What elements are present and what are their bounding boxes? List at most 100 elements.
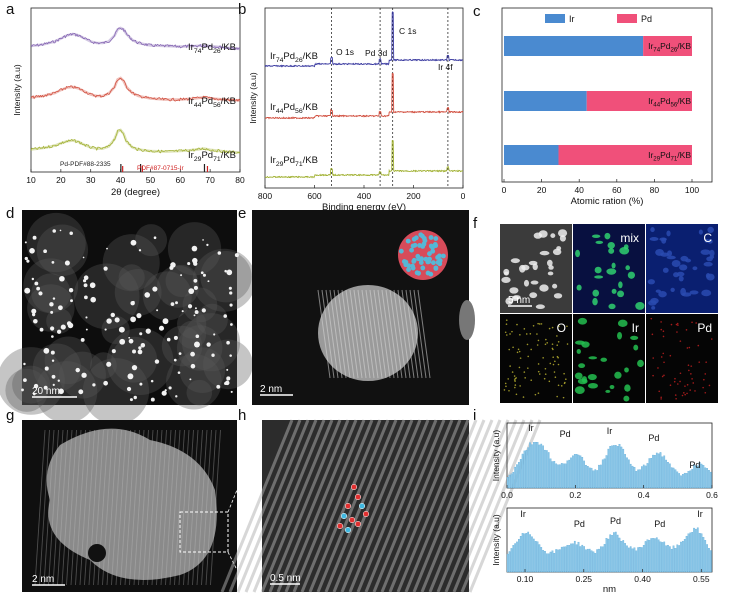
panel-f-o-signal xyxy=(516,351,519,354)
panel-i-top-chart-bar xyxy=(527,447,530,489)
panel-f-mix-signal xyxy=(576,284,582,291)
panel-c-xtick-label: 100 xyxy=(685,185,699,195)
panel-f-mix-signal xyxy=(592,297,598,306)
panel-d-support-blob xyxy=(192,248,256,312)
panel-i-bottom-chart-bar xyxy=(689,532,692,573)
panel-h-lattice-line xyxy=(452,419,526,593)
panel-d-particle xyxy=(84,295,88,300)
panel-e-model-atom xyxy=(426,259,432,265)
panel-d-particle xyxy=(139,332,143,336)
panel-d-particle xyxy=(131,364,138,371)
panel-i-top-chart: Ir Pd Ir Pd Pd 0.0 0.2 0.4 0.6 Intensity (a.u) xyxy=(491,422,718,500)
panel-i-bottom-chart-bar xyxy=(581,544,584,573)
panel-h-lattice-line xyxy=(332,419,406,593)
panel-d-particle xyxy=(188,288,195,295)
panel-f-ir-signal xyxy=(577,317,588,325)
panel-i-bottom-chart-bar xyxy=(648,540,651,573)
panel-d-particle xyxy=(51,359,55,362)
panel-d-particle xyxy=(43,385,48,390)
panel-f-o-background xyxy=(500,314,572,403)
panel-d-particle xyxy=(83,283,88,288)
panel-i-top-chart-bar xyxy=(538,444,541,489)
panel-g-lattice-line xyxy=(70,429,82,586)
panel-i-top-chart-annotation: Ir xyxy=(607,426,613,436)
panel-d-particle xyxy=(211,353,215,357)
panel-i-top-chart-bar xyxy=(635,471,638,489)
panel-i-top-chart-bar xyxy=(614,445,617,489)
panel-f-o-signal xyxy=(508,389,510,392)
panel-i-top-chart-bar xyxy=(603,458,606,489)
panel-f-pd-signal xyxy=(652,357,655,359)
panel-f-scale-label: 5 nm xyxy=(508,295,530,306)
panel-f-haadf-signal xyxy=(539,250,550,256)
panel-i-top-chart-ylabel: Intensity (a.u) xyxy=(491,430,501,482)
panel-a-xtick-label: 80 xyxy=(235,175,245,185)
panel-f-c-signal xyxy=(700,249,711,255)
panel-f-o-signal xyxy=(537,370,540,373)
panel-i-top-chart-bar xyxy=(696,465,699,489)
panel-f-o-signal xyxy=(542,357,544,359)
panel-i-bottom-chart-bar xyxy=(618,537,621,573)
panel-i-bottom-chart-bar xyxy=(706,544,708,573)
panel-e-lattice-line xyxy=(325,289,339,379)
panel-i-bottom-chart-bar xyxy=(611,534,613,573)
panel-i-bottom-chart-bar xyxy=(652,538,654,573)
panel-i-bottom-chart-bar xyxy=(601,546,604,573)
panel-i-bottom-chart-bar xyxy=(605,538,608,573)
panel-i-bottom-chart-bar xyxy=(702,537,705,573)
panel-f-pd-signal xyxy=(708,384,711,387)
panel-f-o-signal xyxy=(503,389,506,391)
panel-i-top-chart-bar xyxy=(609,446,612,489)
panel-f-o-signal xyxy=(551,343,554,345)
panel-i-top-chart-bar xyxy=(678,473,681,489)
panel-f-o-signal xyxy=(556,335,558,337)
formula-part: Pd xyxy=(660,150,671,160)
panel-h-lattice-line xyxy=(396,419,470,593)
panel-f-pd-signal xyxy=(686,383,689,386)
panel-f-o-signal xyxy=(527,355,529,358)
formula-subscript: 71 xyxy=(295,161,303,168)
panel-c-xtick-label: 80 xyxy=(650,185,660,195)
panel-d-particle xyxy=(150,379,154,383)
panel-f-pd-signal xyxy=(695,322,697,324)
panel-d-particle xyxy=(126,386,132,392)
panel-f-mix-signal xyxy=(604,232,611,240)
panel-f-haadf-signal xyxy=(501,276,511,284)
panel-d-support-blob xyxy=(12,365,51,404)
panel-d-support-blob xyxy=(102,234,160,292)
panel-i-bottom-chart-bar xyxy=(508,551,511,573)
panel-d-particle xyxy=(224,269,227,273)
panel-b-peak-label: C 1s xyxy=(399,26,416,36)
panel-f-o-signal xyxy=(513,375,516,377)
panel-g-lattice-line xyxy=(66,429,77,586)
panel-f-pd-signal xyxy=(684,393,686,396)
panel-i-top-chart-bar xyxy=(655,452,658,489)
panel-d-particle xyxy=(106,361,112,367)
panel-e-model-atom xyxy=(406,263,412,269)
panel-f-pd-signal xyxy=(663,361,665,364)
panel-i-top-chart-bar xyxy=(573,454,576,489)
panel-f-pd-signal xyxy=(690,365,693,367)
panel-f-o-signal xyxy=(537,363,540,365)
panel-f-haadf-signal xyxy=(546,259,553,267)
panel-i-bottom-chart-bar xyxy=(613,532,615,573)
panel-i-top-chart-bar xyxy=(702,465,705,489)
panel-i-top-chart-bar xyxy=(600,464,602,489)
panel-e-lattice-line xyxy=(369,289,383,379)
panel-g-lattice-line xyxy=(52,429,64,586)
panel-f-o-signal xyxy=(551,347,554,350)
panel-d-particle xyxy=(201,308,206,313)
panel-i-bottom-chart-xlabel: nm xyxy=(603,584,616,595)
panel-i-top-chart-bar xyxy=(618,444,621,489)
panel-h-atom-marker xyxy=(362,510,370,518)
panel-i-top-chart-bar xyxy=(549,458,552,489)
panel-f-o-signal xyxy=(538,373,541,375)
panel-f-pd-signal xyxy=(663,374,665,377)
panel-i-bottom-chart-bar xyxy=(708,548,710,573)
panel-d-particle xyxy=(181,310,184,313)
panel-d-particle xyxy=(104,328,107,331)
panel-f-pd-signal xyxy=(674,377,676,380)
panel-f-haadf-signal xyxy=(532,263,538,271)
panel-h-lattice-line xyxy=(316,419,390,593)
panel-h-lattice-line xyxy=(404,419,478,593)
